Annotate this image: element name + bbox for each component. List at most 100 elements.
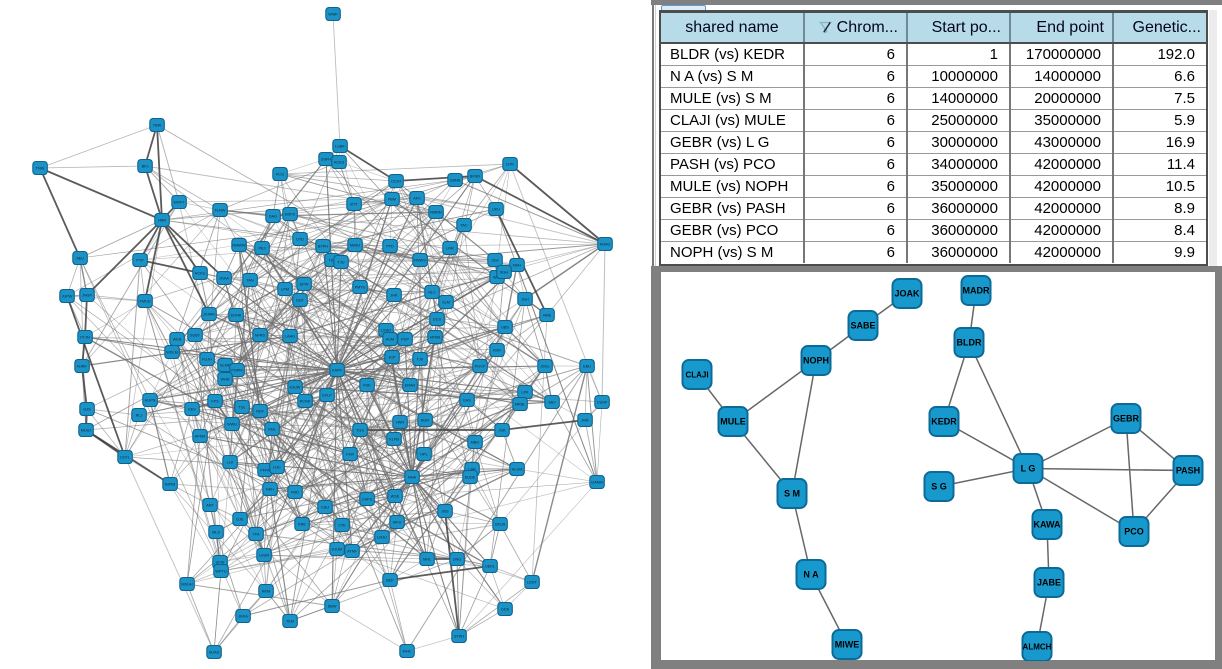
svg-text:MADR: MADR (963, 285, 990, 295)
svg-text:KRE: KRE (298, 523, 306, 527)
svg-text:EES: EES (188, 408, 196, 412)
svg-text:JBS: JBS (442, 510, 449, 514)
svg-text:FLRW: FLRW (215, 209, 226, 213)
svg-text:KCG: KCG (276, 173, 284, 177)
svg-text:UEKL: UEKL (485, 565, 495, 569)
svg-text:NMWW: NMWW (232, 244, 245, 248)
svg-text:MULE: MULE (720, 416, 746, 426)
svg-text:UFW: UFW (216, 561, 225, 565)
svg-text:LUBF: LUBF (335, 145, 345, 149)
svg-text:JGAA: JGAA (219, 277, 229, 281)
svg-text:JHK: JHK (390, 294, 398, 298)
svg-text:RLJ: RLJ (136, 414, 143, 418)
svg-text:JKWM: JKWM (203, 313, 214, 317)
svg-text:LBB: LBB (468, 468, 476, 472)
svg-text:MJHG: MJHG (600, 243, 611, 247)
svg-text:BFSR: BFSR (470, 175, 480, 179)
svg-text:S M: S M (784, 488, 800, 498)
svg-text:FJW: FJW (346, 453, 354, 457)
svg-text:PMTU: PMTU (355, 286, 366, 290)
svg-text:NOPH: NOPH (803, 355, 829, 365)
svg-text:TNW: TNW (36, 167, 45, 171)
svg-text:UNG: UNG (453, 558, 461, 562)
svg-text:GEBR: GEBR (1113, 413, 1140, 423)
svg-text:SSFH: SSFH (321, 158, 331, 162)
svg-text:MRBL: MRBL (515, 403, 526, 407)
svg-text:FBM: FBM (388, 198, 396, 202)
svg-text:UTD: UTD (296, 238, 304, 242)
svg-text:EDFS: EDFS (285, 213, 296, 217)
svg-text:CSU: CSU (321, 506, 329, 510)
svg-text:DBW: DBW (328, 605, 337, 609)
svg-text:STWJ: STWJ (454, 635, 464, 639)
svg-text:MUUJ: MUUJ (81, 429, 92, 433)
svg-text:HFNN: HFNN (430, 336, 441, 340)
svg-text:TAC: TAC (460, 224, 468, 228)
svg-text:HLUM: HLUM (512, 468, 523, 472)
svg-text:BFJ: BFJ (142, 165, 149, 169)
svg-text:EBJ: EBJ (549, 401, 556, 405)
svg-text:BLDR: BLDR (957, 337, 982, 347)
svg-text:L G: L G (1021, 463, 1036, 473)
svg-text:JNA: JNA (581, 419, 589, 423)
svg-text:NMNN: NMNN (430, 211, 442, 215)
svg-text:RKM: RKM (262, 590, 270, 594)
svg-text:CHFS: CHFS (362, 498, 373, 502)
svg-text:SGH: SGH (500, 271, 508, 275)
svg-text:PUP: PUP (401, 338, 409, 342)
svg-text:BGR: BGR (421, 419, 429, 423)
svg-text:TKL: TKL (329, 259, 336, 263)
svg-text:BTPH: BTPH (318, 245, 328, 249)
svg-text:NJRM: NJRM (165, 483, 176, 487)
svg-text:RNWS: RNWS (414, 259, 426, 263)
svg-text:DJE: DJE (236, 518, 244, 522)
svg-text:KJUM: KJUM (332, 548, 342, 552)
svg-text:SDJ: SDJ (491, 259, 498, 263)
svg-text:HUPN: HUPN (145, 399, 156, 403)
svg-text:WSE: WSE (391, 495, 400, 499)
svg-text:TFA: TFA (253, 533, 260, 537)
svg-text:EBU: EBU (583, 365, 591, 369)
svg-text:SUAS: SUAS (209, 651, 220, 655)
svg-text:JCP: JCP (388, 356, 396, 360)
svg-text:CCJH: CCJH (391, 180, 401, 184)
svg-text:LAAG: LAAG (285, 335, 295, 339)
svg-text:JSGL: JSGL (540, 365, 550, 369)
svg-text:JOAK: JOAK (894, 288, 920, 298)
svg-text:KAWA: KAWA (1034, 519, 1062, 529)
svg-text:WHD: WHD (220, 378, 229, 382)
svg-text:KJUW: KJUW (290, 386, 301, 390)
svg-text:CBNN: CBNN (450, 179, 461, 183)
svg-text:DAG: DAG (269, 215, 277, 219)
svg-text:SLMF: SLMF (220, 364, 231, 368)
svg-text:NLC: NLC (428, 291, 436, 295)
svg-text:UBS: UBS (501, 326, 509, 330)
svg-text:SEU: SEU (76, 257, 84, 261)
svg-text:TAN: TAN (246, 279, 254, 283)
svg-text:PGPM: PGPM (231, 369, 242, 373)
svg-text:N A: N A (803, 569, 819, 579)
svg-text:NJRF: NJRF (77, 365, 87, 369)
svg-text:EAS: EAS (463, 399, 471, 403)
svg-text:PEJ: PEJ (259, 247, 266, 251)
svg-text:MHC: MHC (403, 650, 412, 654)
svg-text:TUL: TUL (238, 406, 245, 410)
svg-text:NWAJ: NWAJ (350, 244, 361, 248)
svg-text:NHA: NHA (408, 476, 416, 480)
svg-text:APDM: APDM (195, 435, 206, 439)
svg-text:NHH: NHH (513, 264, 521, 268)
svg-text:GTK: GTK (506, 163, 514, 167)
svg-text:PTP: PTP (136, 259, 144, 263)
svg-text:CUSF: CUSF (597, 401, 608, 405)
svg-text:RCNK: RCNK (300, 400, 311, 404)
svg-text:FPS: FPS (211, 400, 219, 404)
svg-text:AFC: AFC (413, 197, 421, 201)
svg-text:MLS: MLS (212, 531, 220, 535)
svg-text:PTD: PTD (386, 245, 394, 249)
svg-text:WWU: WWU (227, 423, 237, 427)
svg-text:KDR: KDR (493, 349, 501, 353)
svg-text:EPW: EPW (300, 283, 309, 287)
svg-text:GANM: GANM (591, 481, 602, 485)
svg-text:TBW: TBW (153, 124, 162, 128)
svg-text:LDDT: LDDT (527, 581, 538, 585)
